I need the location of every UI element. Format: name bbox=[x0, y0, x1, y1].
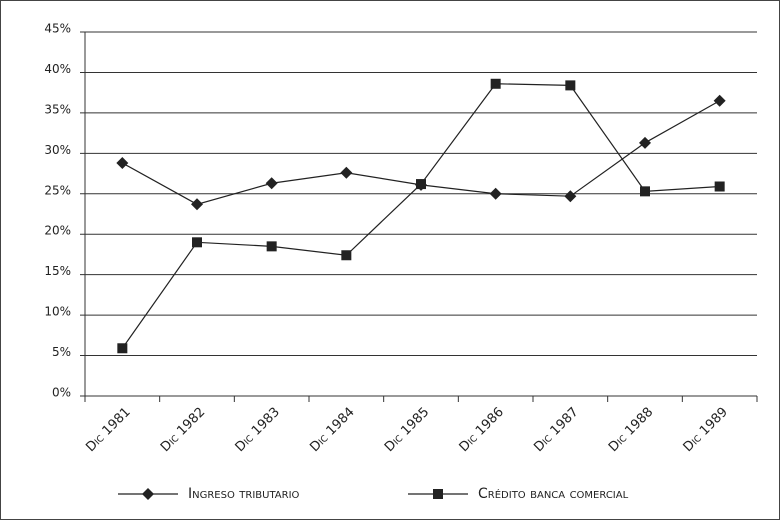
y-tick-label: 30% bbox=[44, 143, 71, 157]
y-tick-label: 40% bbox=[44, 62, 71, 76]
point bbox=[116, 157, 129, 170]
y-tick-label: 15% bbox=[44, 264, 71, 278]
point bbox=[490, 78, 501, 89]
point bbox=[191, 198, 203, 211]
legend-marker bbox=[142, 488, 154, 500]
point bbox=[341, 250, 352, 261]
y-tick-label: 0% bbox=[52, 386, 71, 400]
point bbox=[639, 136, 651, 149]
y-tick-label: 45% bbox=[44, 22, 71, 36]
point bbox=[714, 181, 725, 192]
point bbox=[192, 237, 202, 248]
point bbox=[564, 190, 577, 203]
legend-label: Ingreso tributario bbox=[188, 486, 300, 502]
point bbox=[416, 179, 426, 190]
point bbox=[117, 343, 128, 354]
y-tick-label: 25% bbox=[44, 183, 71, 197]
legend-marker bbox=[433, 489, 443, 499]
point bbox=[565, 80, 576, 91]
point bbox=[640, 186, 650, 197]
y-tick-label: 10% bbox=[44, 305, 71, 319]
point bbox=[265, 177, 278, 190]
point bbox=[489, 187, 502, 200]
point bbox=[266, 241, 277, 252]
point bbox=[713, 94, 726, 107]
y-tick-label: 20% bbox=[44, 224, 71, 238]
legend-label: Crédito banca comercial bbox=[478, 486, 629, 502]
y-tick-label: 5% bbox=[52, 345, 71, 359]
point bbox=[340, 166, 353, 179]
y-tick-label: 35% bbox=[44, 102, 71, 116]
